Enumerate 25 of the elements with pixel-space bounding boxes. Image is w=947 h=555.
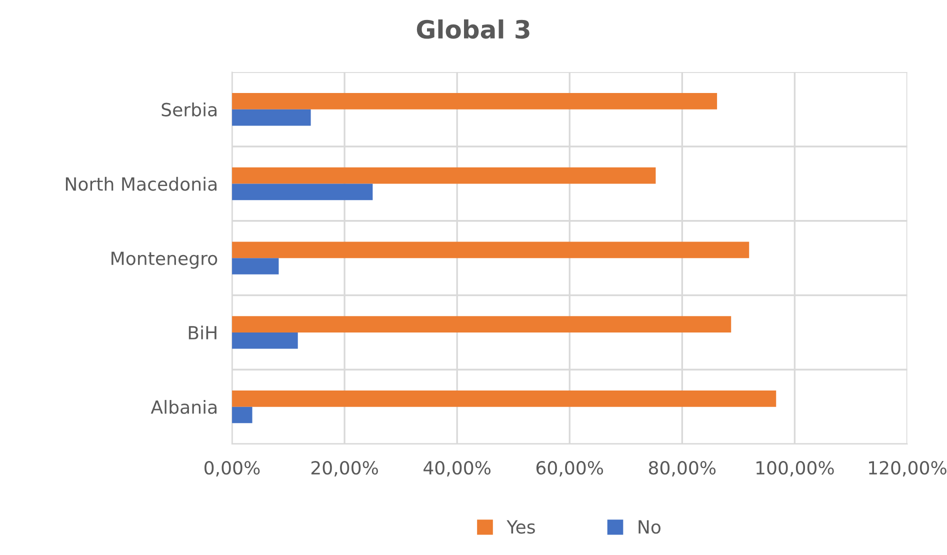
bar bbox=[232, 184, 373, 200]
y-tick-label: Albania bbox=[150, 400, 216, 414]
chart-title: Global 3 bbox=[416, 19, 530, 39]
x-tick-label: 100,00% bbox=[756, 460, 834, 476]
bar bbox=[232, 167, 656, 184]
bar bbox=[232, 316, 732, 332]
bar bbox=[232, 92, 718, 110]
legend-label: No bbox=[638, 520, 660, 534]
y-tick-label: Montenegro bbox=[112, 252, 218, 269]
x-tick-label: 60,00% bbox=[536, 460, 604, 476]
x-tick-label: 40,00% bbox=[424, 460, 491, 476]
y-tick-label: BiH bbox=[188, 326, 216, 340]
bar bbox=[232, 390, 776, 407]
y-tick-label: North Macedonia bbox=[66, 176, 216, 191]
y-tick-label: Serbia bbox=[162, 102, 216, 116]
bar bbox=[232, 242, 750, 258]
bar bbox=[232, 258, 279, 274]
x-tick-label: 20,00% bbox=[311, 460, 378, 476]
legend-label: Yes bbox=[506, 520, 535, 534]
bar bbox=[232, 332, 298, 349]
bar bbox=[232, 109, 311, 126]
x-tick-label: 80,00% bbox=[648, 460, 716, 476]
x-tick-label: 120,00% bbox=[869, 460, 946, 476]
x-tick-label: 0,00% bbox=[204, 460, 260, 476]
bar bbox=[232, 406, 252, 424]
